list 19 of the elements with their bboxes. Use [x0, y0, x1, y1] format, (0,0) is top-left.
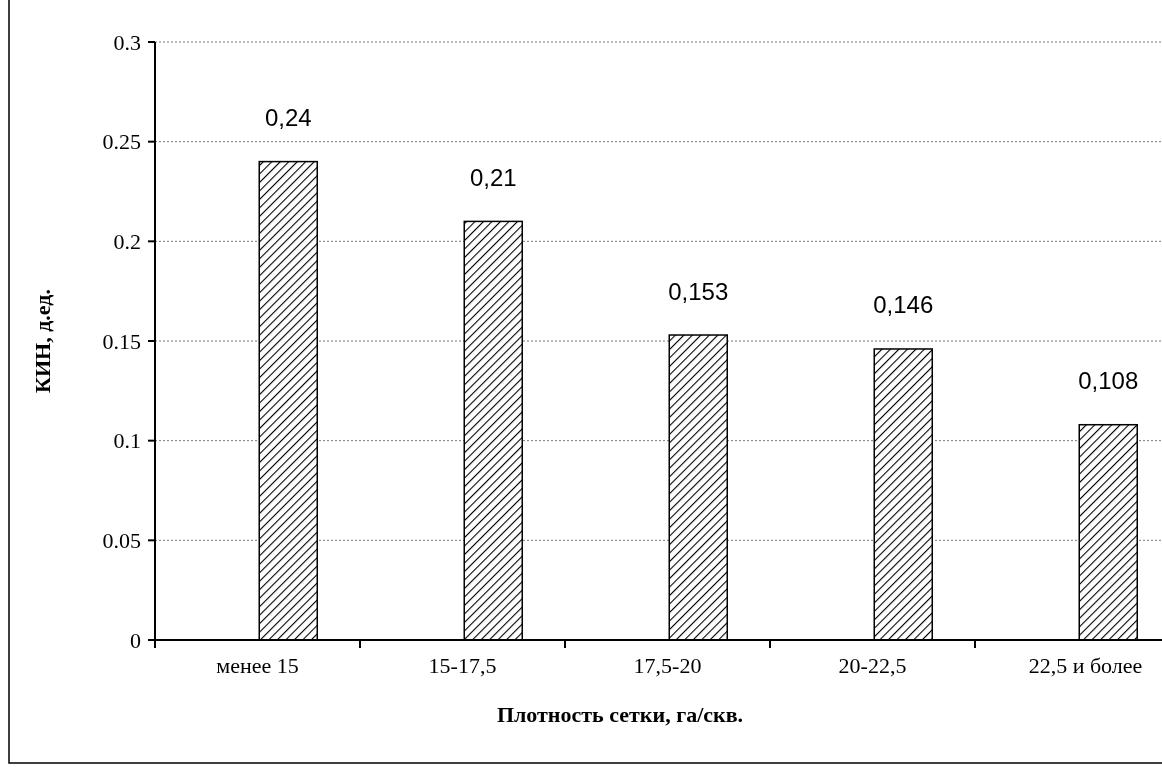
data-label: 0,146: [873, 291, 934, 319]
x-tick-label: менее 15: [216, 653, 299, 678]
y-axis-title: КИН, д.ед.: [30, 289, 55, 393]
y-tick-label: 0.3: [113, 29, 141, 55]
data-label: 0,153: [668, 277, 729, 305]
x-axis-title: Плотность сетки, га/скв.: [496, 702, 744, 727]
y-tick-label: 0: [130, 627, 141, 653]
x-tick-label: 22,5 и более: [1028, 653, 1143, 678]
data-label: 0,108: [1078, 367, 1139, 395]
y-tick-label: 0.15: [102, 328, 141, 354]
x-tick-label: 15-17,5: [428, 653, 497, 678]
y-tick-label: 0.05: [102, 527, 141, 553]
x-tick-label: 17,5-20: [633, 653, 702, 678]
x-tick-label: 20-22,5: [838, 653, 907, 678]
y-tick-label: 0.1: [113, 428, 141, 454]
data-label: 0,21: [469, 163, 517, 191]
y-tick-label: 0.25: [102, 129, 141, 155]
data-label: 0,24: [264, 104, 312, 132]
y-tick-label: 0.2: [113, 228, 141, 254]
